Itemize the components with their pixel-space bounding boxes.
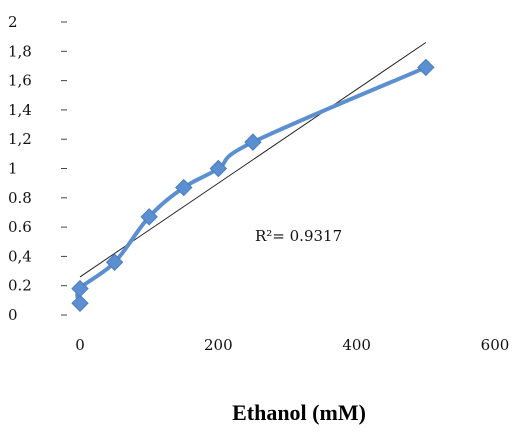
y-tick-label: 0,4 xyxy=(8,247,32,265)
x-tick-label: 0 xyxy=(75,336,85,354)
y-tick-label: 1 xyxy=(8,160,18,178)
data-point xyxy=(209,159,228,178)
x-axis-label: Ethanol (mM) xyxy=(232,400,366,425)
y-tick-label: 0.8 xyxy=(8,189,32,207)
y-tick-label: 0.6 xyxy=(8,218,32,236)
series-line xyxy=(75,65,428,306)
y-tick-label: 0.2 xyxy=(8,277,32,295)
data-point xyxy=(71,294,89,312)
x-tick-label: 200 xyxy=(204,336,233,354)
data-point xyxy=(71,279,89,298)
trendline xyxy=(79,42,427,278)
data-point xyxy=(244,133,262,151)
x-tick-label: 400 xyxy=(342,336,371,354)
x-axis-ticks: 0 200 400 600 xyxy=(75,336,509,354)
y-axis-ticks: 0 0.2 0,4 0.6 0.8 1 1,2 1,4 1,6 1,8 2 xyxy=(8,13,67,324)
y-tick-label: 1,8 xyxy=(8,42,32,60)
y-tick-label: 1,2 xyxy=(8,130,32,148)
r-squared-annotation: R²= 0.9317 xyxy=(255,227,342,245)
y-tick-label: 0 xyxy=(8,306,18,324)
y-tick-label: 2 xyxy=(8,13,18,31)
data-point xyxy=(417,58,435,77)
data-point xyxy=(105,253,124,271)
data-points xyxy=(71,58,435,312)
y-tick-label: 1,6 xyxy=(8,72,32,90)
y-tick-label: 1,4 xyxy=(8,101,32,119)
x-tick-label: 600 xyxy=(481,336,510,354)
data-point xyxy=(140,208,158,226)
data-point xyxy=(175,178,193,197)
